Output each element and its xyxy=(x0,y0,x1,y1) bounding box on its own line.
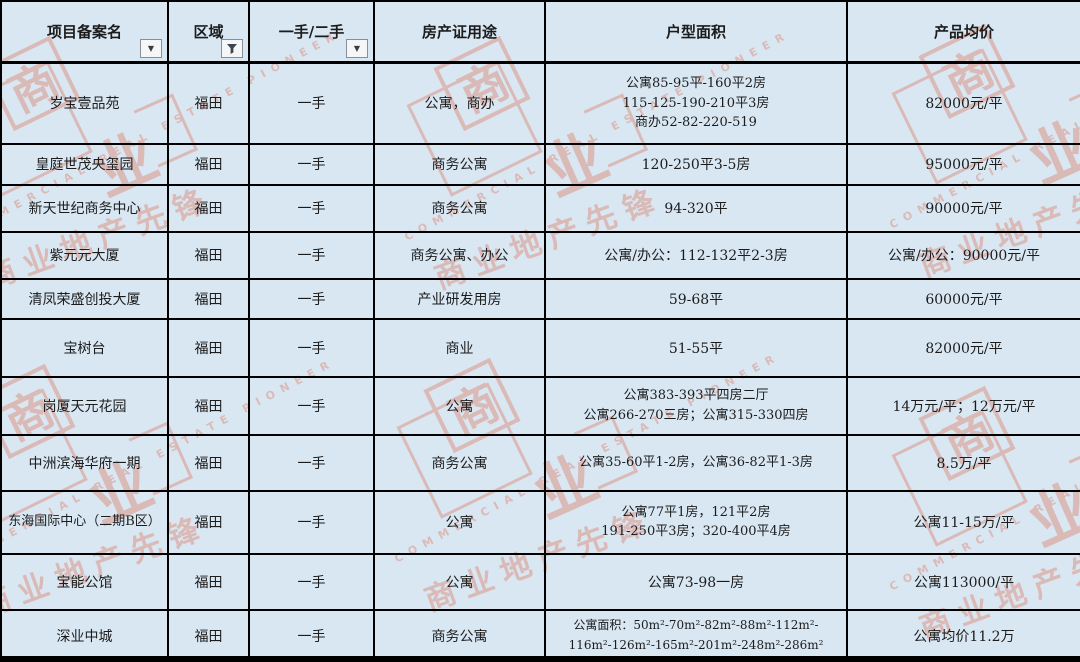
col-header-project-name: 项目备案名 ▼ xyxy=(0,0,169,64)
col-header-area: 户型面积 xyxy=(544,0,848,64)
table-row: 宝能公馆 福田 一手 公寓 公寓73-98一房 公寓113000/平 xyxy=(0,552,1080,611)
cell-usage: 商业 xyxy=(373,317,546,378)
cell-price: 82000元/平 xyxy=(846,61,1080,145)
cell-hand: 一手 xyxy=(248,230,375,280)
col-header-price: 产品均价 xyxy=(846,0,1080,64)
cell-area: 公寓35-60平1-2房，公寓36-82平1-3房 xyxy=(544,433,848,492)
cell-area: 公寓85-95平-160平2房 115-125-190-210平3房 商办52-… xyxy=(544,61,848,145)
chevron-down-icon: ▼ xyxy=(147,44,155,53)
filter-dropdown-hand[interactable]: ▼ xyxy=(346,39,368,58)
cell-usage: 产业研发用房 xyxy=(373,277,546,320)
cell-price: 公寓均价11.2万 xyxy=(846,608,1080,656)
cell-usage: 公寓 xyxy=(373,489,546,555)
cell-region: 福田 xyxy=(167,317,250,378)
cell-hand: 一手 xyxy=(248,489,375,555)
cell-usage: 商务公寓 xyxy=(373,183,546,233)
cell-region: 福田 xyxy=(167,61,250,145)
cell-area: 51-55平 xyxy=(544,317,848,378)
cell-area: 公寓383-393平四房二厅 公寓266-270三房；公寓315-330四房 xyxy=(544,375,848,436)
cell-hand: 一手 xyxy=(248,61,375,145)
col-header-hand: 一手/二手 ▼ xyxy=(248,0,375,64)
col-header-label: 项目备案名 xyxy=(46,23,122,41)
table-row: 岁宝壹品苑 福田 一手 公寓，商办 公寓85-95平-160平2房 115-12… xyxy=(0,61,1080,145)
cell-usage: 商务公寓 xyxy=(373,608,546,656)
cell-project-name: 深业中城 xyxy=(0,608,169,656)
cell-price: 公寓113000/平 xyxy=(846,552,1080,611)
cell-project-name: 岁宝壹品苑 xyxy=(0,61,169,145)
cell-region: 福田 xyxy=(167,375,250,436)
table-row: 新天世纪商务中心 福田 一手 商务公寓 94-320平 90000元/平 xyxy=(0,183,1080,233)
cell-price: 公寓/办公：90000元/平 xyxy=(846,230,1080,280)
cell-project-name: 新天世纪商务中心 xyxy=(0,183,169,233)
table-row: 皇庭世茂央玺园 福田 一手 商务公寓 120-250平3-5房 95000元/平 xyxy=(0,142,1080,186)
funnel-icon xyxy=(227,43,237,54)
table-row: 深业中城 福田 一手 商务公寓 公寓面积：50m²-70m²-82m²-88m²… xyxy=(0,608,1080,656)
cell-area: 94-320平 xyxy=(544,183,848,233)
cell-area: 公寓面积：50m²-70m²-82m²-88m²-112m²- 116m²-12… xyxy=(544,608,848,656)
cell-hand: 一手 xyxy=(248,433,375,492)
cell-hand: 一手 xyxy=(248,142,375,186)
col-header-label: 房产证用途 xyxy=(421,23,497,41)
cell-usage: 商务公寓 xyxy=(373,433,546,492)
cell-hand: 一手 xyxy=(248,608,375,656)
cell-area: 公寓/办公：112-132平2-3房 xyxy=(544,230,848,280)
cell-region: 福田 xyxy=(167,277,250,320)
header-row: 项目备案名 ▼ 区域 一手/二手 ▼ 房产证用途 户型面积 产品均价 xyxy=(0,0,1080,64)
cell-area: 59-68平 xyxy=(544,277,848,320)
cell-project-name: 宝树台 xyxy=(0,317,169,378)
cell-price: 90000元/平 xyxy=(846,183,1080,233)
col-header-label: 区域 xyxy=(193,23,224,41)
cell-region: 福田 xyxy=(167,142,250,186)
cell-region: 福田 xyxy=(167,552,250,611)
cell-area: 公寓77平1房，121平2房 191-250平3房；320-400平4房 xyxy=(544,489,848,555)
cell-price: 14万元/平；12万元/平 xyxy=(846,375,1080,436)
cell-hand: 一手 xyxy=(248,317,375,378)
cell-price: 8.5万/平 xyxy=(846,433,1080,492)
col-header-usage: 房产证用途 xyxy=(373,0,546,64)
cell-project-name: 中洲滨海华府一期 xyxy=(0,433,169,492)
cell-region: 福田 xyxy=(167,183,250,233)
filter-funnel-region[interactable] xyxy=(221,39,243,58)
table-row: 清凤荣盛创投大厦 福田 一手 产业研发用房 59-68平 60000元/平 xyxy=(0,277,1080,320)
cell-usage: 公寓，商办 xyxy=(373,61,546,145)
cell-project-name: 清凤荣盛创投大厦 xyxy=(0,277,169,320)
cell-project-name: 岗厦天元花园 xyxy=(0,375,169,436)
cell-area: 公寓73-98一房 xyxy=(544,552,848,611)
cell-region: 福田 xyxy=(167,489,250,555)
table-row: 岗厦天元花园 福田 一手 公寓 公寓383-393平四房二厅 公寓266-270… xyxy=(0,375,1080,436)
cell-price: 公寓11-15万/平 xyxy=(846,489,1080,555)
cell-region: 福田 xyxy=(167,230,250,280)
cell-usage: 商务公寓 xyxy=(373,142,546,186)
cell-usage: 公寓 xyxy=(373,375,546,436)
cell-project-name: 宝能公馆 xyxy=(0,552,169,611)
cell-region: 福田 xyxy=(167,433,250,492)
cell-usage: 商务公寓、办公 xyxy=(373,230,546,280)
cell-hand: 一手 xyxy=(248,552,375,611)
chevron-down-icon: ▼ xyxy=(353,44,361,53)
col-header-label: 户型面积 xyxy=(665,23,726,41)
col-header-label: 产品均价 xyxy=(933,23,994,41)
cell-region: 福田 xyxy=(167,608,250,656)
cell-project-name: 紫元元大厦 xyxy=(0,230,169,280)
cell-usage: 公寓 xyxy=(373,552,546,611)
cell-hand: 一手 xyxy=(248,277,375,320)
cell-hand: 一手 xyxy=(248,183,375,233)
cell-project-name: 皇庭世茂央玺园 xyxy=(0,142,169,186)
table-row: 东海国际中心（二期B区） 福田 一手 公寓 公寓77平1房，121平2房 191… xyxy=(0,489,1080,555)
filter-dropdown-project-name[interactable]: ▼ xyxy=(140,39,162,58)
table-row: 中洲滨海华府一期 福田 一手 商务公寓 公寓35-60平1-2房，公寓36-82… xyxy=(0,433,1080,492)
cell-price: 60000元/平 xyxy=(846,277,1080,320)
table-row: 紫元元大厦 福田 一手 商务公寓、办公 公寓/办公：112-132平2-3房 公… xyxy=(0,230,1080,280)
cell-hand: 一手 xyxy=(248,375,375,436)
cell-price: 82000元/平 xyxy=(846,317,1080,378)
cell-area: 120-250平3-5房 xyxy=(544,142,848,186)
table-row: 宝树台 福田 一手 商业 51-55平 82000元/平 xyxy=(0,317,1080,378)
col-header-label: 一手/二手 xyxy=(278,23,345,41)
cell-project-name: 东海国际中心（二期B区） xyxy=(0,489,169,555)
cell-price: 95000元/平 xyxy=(846,142,1080,186)
col-header-region: 区域 xyxy=(167,0,250,64)
